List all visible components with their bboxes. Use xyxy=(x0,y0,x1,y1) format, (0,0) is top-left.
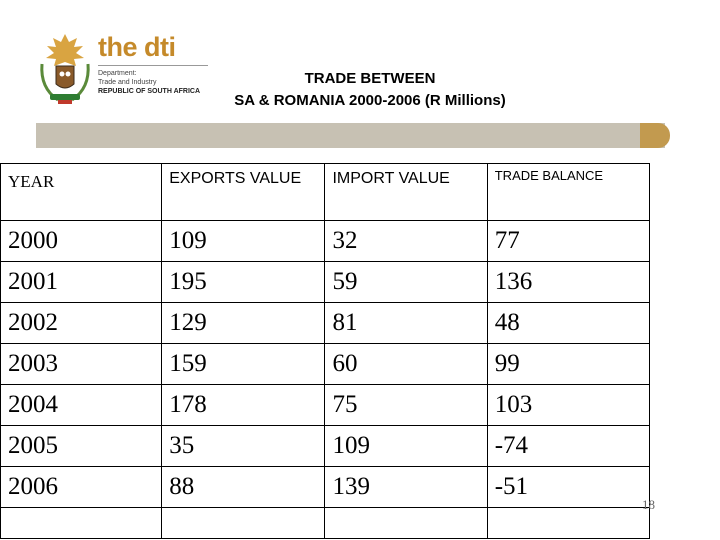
country-label: REPUBLIC OF SOUTH AFRICA xyxy=(98,88,201,95)
cell-balance: 77 xyxy=(486,220,651,262)
cell-year: 2003 xyxy=(0,343,163,385)
brand-name: the dti xyxy=(98,32,176,62)
cell-exports: 195 xyxy=(161,261,326,303)
column-header-balance: TRADE BALANCE xyxy=(486,163,651,221)
department-line: Trade and Industry xyxy=(98,79,157,86)
table-row: 2005 35 109 -74 xyxy=(0,425,651,467)
cell-balance: 48 xyxy=(486,302,651,344)
cell-imports: 32 xyxy=(324,220,488,262)
cell-exports: 88 xyxy=(161,466,326,508)
column-header-exports: EXPORTS VALUE xyxy=(161,163,326,221)
empty-cell xyxy=(486,507,651,539)
table-row: 2003 159 60 99 xyxy=(0,343,651,385)
cell-imports: 59 xyxy=(324,261,488,303)
empty-cell xyxy=(161,507,326,539)
dti-logo: the dti Department: Trade and Industry R… xyxy=(36,30,216,106)
empty-cell xyxy=(324,507,488,539)
cell-year: 2002 xyxy=(0,302,163,344)
department-line: Department: xyxy=(98,70,137,77)
title-line-1: TRADE BETWEEN xyxy=(304,70,436,87)
cell-imports: 75 xyxy=(324,384,488,426)
empty-cell xyxy=(0,507,163,539)
cell-imports: 81 xyxy=(324,302,488,344)
cell-exports: 159 xyxy=(161,343,326,385)
divider xyxy=(98,65,208,66)
table-header-row: YEAR EXPORTS VALUE IMPORT VALUE TRADE BA… xyxy=(0,163,651,221)
cell-balance: -74 xyxy=(486,425,651,467)
table-row: 2001 195 59 136 xyxy=(0,261,651,303)
cell-exports: 109 xyxy=(161,220,326,262)
column-header-year: YEAR xyxy=(0,163,163,221)
cell-exports: 129 xyxy=(161,302,326,344)
table-row: 2002 129 81 48 xyxy=(0,302,651,344)
title-line-2: SA & ROMANIA 2000-2006 (R Millions) xyxy=(234,92,506,109)
cell-balance: 136 xyxy=(486,261,651,303)
trade-table: YEAR EXPORTS VALUE IMPORT VALUE TRADE BA… xyxy=(0,163,651,539)
table-row: 2006 88 139 -51 xyxy=(0,466,651,508)
cell-year: 2005 xyxy=(0,425,163,467)
cell-balance: -51 xyxy=(486,466,651,508)
department-label: Department: Trade and Industry REPUBLIC … xyxy=(98,69,200,96)
table-row: 2004 178 75 103 xyxy=(0,384,651,426)
coat-of-arms-icon xyxy=(40,34,90,104)
table-filler-row xyxy=(0,507,651,539)
cell-year: 2000 xyxy=(0,220,163,262)
band-accent xyxy=(640,123,670,148)
cell-imports: 109 xyxy=(324,425,488,467)
table-row: 2000 109 32 77 xyxy=(0,220,651,262)
cell-year: 2004 xyxy=(0,384,163,426)
cell-exports: 178 xyxy=(161,384,326,426)
cell-year: 2006 xyxy=(0,466,163,508)
cell-balance: 99 xyxy=(486,343,651,385)
band-gap xyxy=(0,123,36,148)
cell-imports: 139 xyxy=(324,466,488,508)
cell-year: 2001 xyxy=(0,261,163,303)
cell-imports: 60 xyxy=(324,343,488,385)
column-header-imports: IMPORT VALUE xyxy=(324,163,488,221)
decorative-band xyxy=(0,123,665,148)
cell-exports: 35 xyxy=(161,425,326,467)
page-title: TRADE BETWEEN SA & ROMANIA 2000-2006 (R … xyxy=(200,68,540,112)
cell-balance: 103 xyxy=(486,384,651,426)
page-number: 18 xyxy=(642,497,655,512)
